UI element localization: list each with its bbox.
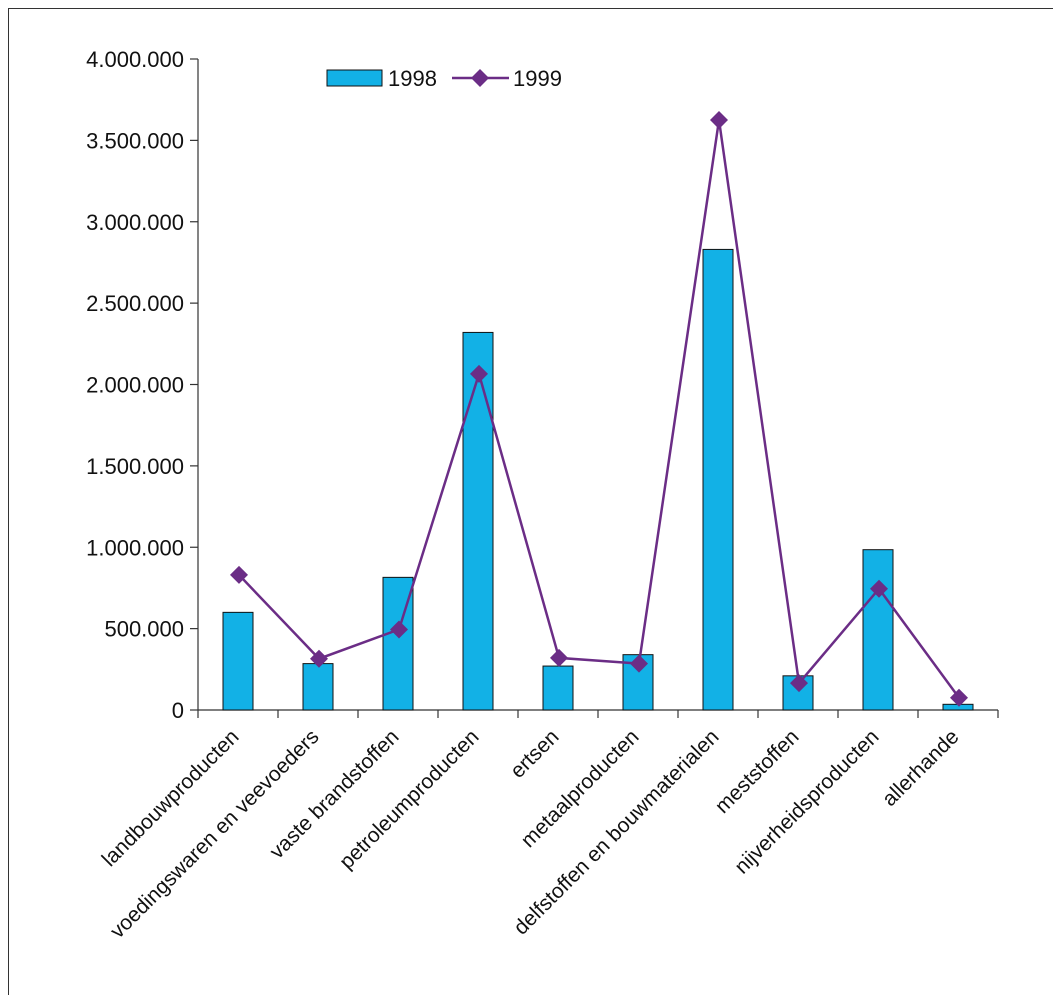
legend-label-1998: 1998 xyxy=(388,66,437,91)
point-1999 xyxy=(790,674,808,693)
legend-marker-1999 xyxy=(471,69,489,87)
point-1999 xyxy=(630,654,648,673)
x-category-label: ertsen xyxy=(506,725,564,783)
point-1999 xyxy=(310,649,328,668)
chart-frame xyxy=(8,8,1053,995)
y-axis: 0 500.000 1.000.000 1.500.000 2.000.000 2.500… xyxy=(86,47,199,723)
legend: 1998 1999 xyxy=(326,66,562,91)
x-category-label: nijverheidsproducten xyxy=(730,725,883,878)
bar-1998 xyxy=(302,663,334,711)
point-1999 xyxy=(470,364,488,383)
y-tick-label: 4.000.000 xyxy=(86,47,184,72)
series-line-1999 xyxy=(238,119,961,699)
legend-swatch-1998 xyxy=(326,69,383,87)
line-1999 xyxy=(230,111,968,707)
point-1999 xyxy=(390,620,408,639)
y-tick-label: 2.500.000 xyxy=(86,291,184,316)
y-tick-label: 3.000.000 xyxy=(86,210,184,235)
bars-1998 xyxy=(222,248,974,711)
bar-1998 xyxy=(222,611,254,711)
x-category-label: allerhande xyxy=(878,725,964,811)
y-tick-label: 0 xyxy=(172,698,184,723)
point-1999 xyxy=(550,648,568,667)
point-1999 xyxy=(870,579,888,598)
point-1999 xyxy=(710,111,728,130)
x-category-label: petroleumproducten xyxy=(335,725,483,873)
y-tick-label: 1.000.000 xyxy=(86,535,184,560)
point-1999 xyxy=(230,565,248,584)
y-tick-label: 2.000.000 xyxy=(86,373,184,398)
y-tick-label: 500.000 xyxy=(104,617,184,642)
bar-1998 xyxy=(462,331,494,711)
bar-1998 xyxy=(702,248,734,711)
x-category-label: landbouwproducten xyxy=(98,725,244,871)
legend-label-1999: 1999 xyxy=(513,66,562,91)
point-1999 xyxy=(950,688,968,707)
bar-1998 xyxy=(542,665,574,711)
y-tick-label: 3.500.000 xyxy=(86,128,184,153)
bar-1998 xyxy=(862,549,894,711)
y-tick-label: 1.500.000 xyxy=(86,454,184,479)
